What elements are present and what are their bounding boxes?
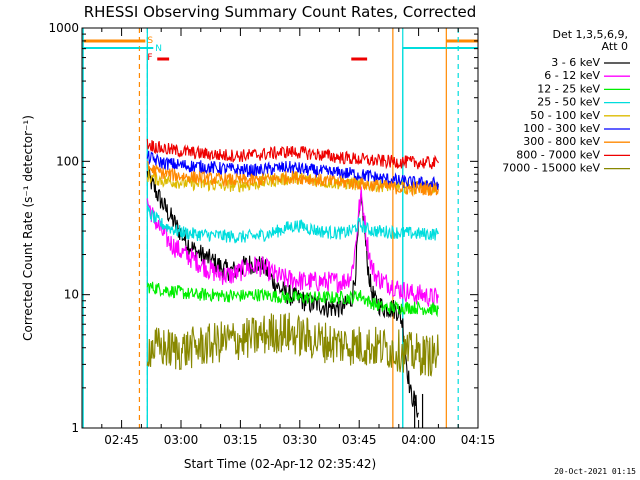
series-line: [146, 281, 439, 318]
y-tick-label: 10: [64, 288, 79, 302]
y-tick-label: 1: [71, 421, 79, 435]
night-boundary: [402, 47, 459, 428]
legend-entry-label: 50 - 100 keV: [530, 109, 600, 122]
x-tick-label: 03:00: [164, 433, 199, 447]
legend-entry-label: 300 - 800 keV: [523, 135, 600, 148]
x-tick-label: 03:45: [342, 433, 377, 447]
series-line: [146, 150, 439, 191]
series-line: [146, 186, 439, 307]
series-line: [146, 205, 439, 244]
y-tick-label: 1000: [48, 21, 79, 35]
x-axis-label: Start Time (02-Apr-12 02:35:42): [184, 457, 376, 471]
legend-entry-label: 12 - 25 keV: [537, 82, 600, 95]
x-tick-label: 03:15: [223, 433, 258, 447]
legend-header: Att 0: [602, 40, 628, 53]
series-line: [146, 312, 439, 377]
legend-entry-label: 7000 - 15000 keV: [502, 162, 600, 175]
chart-title: RHESSI Observing Summary Count Rates, Co…: [84, 3, 477, 21]
night-boundary: [82, 47, 148, 428]
x-tick-label: 03:30: [283, 433, 318, 447]
y-tick-label: 100: [56, 154, 79, 168]
legend-header: Det 1,3,5,6,9,: [552, 28, 628, 41]
series-line: [146, 167, 420, 418]
x-tick-label: 04:15: [461, 433, 496, 447]
flag-label: F: [147, 53, 152, 63]
legend-entry-label: 25 - 50 keV: [537, 96, 600, 109]
legend-entry-label: 3 - 6 keV: [551, 56, 600, 69]
y-axis: 1 10 100 1000: [48, 21, 478, 435]
x-axis: 02:45 03:00 03:15 03:30 03:45 04:00 04:15: [81, 28, 496, 447]
series-line: [146, 138, 439, 170]
legend-entry-label: 100 - 300 keV: [523, 122, 600, 135]
x-tick-label: 04:00: [401, 433, 436, 447]
series-line: [146, 160, 439, 198]
timestamp: 20-Oct-2021 01:15: [554, 467, 636, 476]
flag-label: S: [147, 36, 153, 46]
legend-entry-label: 6 - 12 keV: [544, 69, 600, 82]
legend-entry-label: 800 - 7000 keV: [516, 148, 600, 161]
flag-label: N: [155, 44, 162, 54]
y-axis-label: Corrected Count Rate (s⁻¹ detector⁻¹): [21, 115, 35, 341]
plot-area: [82, 28, 478, 428]
x-tick-label: 02:45: [104, 433, 139, 447]
